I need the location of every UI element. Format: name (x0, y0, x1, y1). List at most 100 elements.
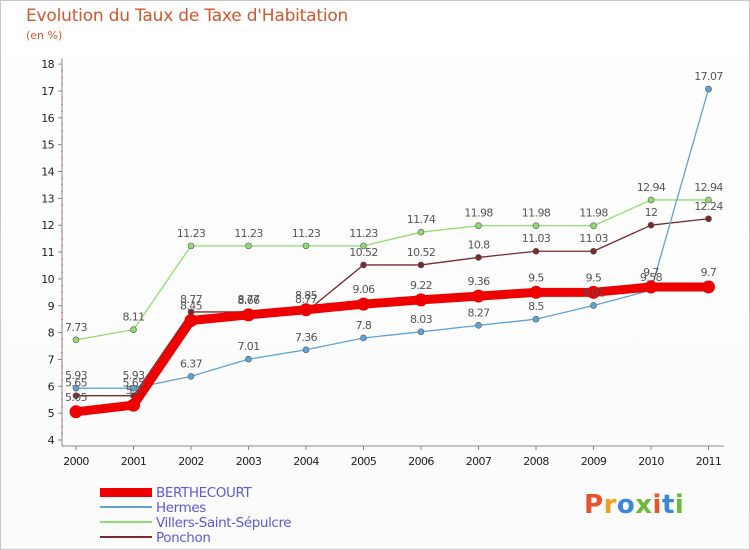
data-point-ponchon (705, 215, 712, 223)
y-minor-dot (61, 123, 63, 126)
data-label-ponchon: 8.77 (295, 293, 318, 306)
x-tick-label: 2010 (638, 455, 664, 468)
legend-label: Villers-Saint-Sépulcre (156, 515, 292, 531)
y-minor-dot (61, 264, 63, 267)
y-tick-label: 9 (48, 300, 55, 313)
y-unit-label: (en %) (26, 29, 63, 42)
data-point-ponchon (532, 247, 540, 255)
data-label-villers-saint-s-pulcre: 12.94 (694, 181, 723, 194)
data-label-ponchon: 8.77 (180, 293, 203, 306)
data-point-hermes (245, 355, 252, 363)
y-minor-dot (61, 103, 63, 106)
y-tick-label: 8 (48, 327, 55, 340)
data-point-berthecourt (472, 289, 485, 303)
data-label-hermes: 8.27 (467, 306, 490, 319)
x-tick-label: 2007 (466, 455, 492, 468)
logo-letter: i (652, 490, 662, 520)
data-point-berthecourt (587, 285, 600, 299)
y-tick-label: 17 (41, 85, 54, 98)
data-label-berthecourt: 8.66 (237, 294, 260, 307)
data-point-villers-saint-s-pulcre (187, 242, 195, 250)
y-minor-dot (61, 405, 63, 408)
y-minor-dot (61, 237, 63, 240)
y-minor-dot (61, 392, 63, 394)
data-label-villers-saint-s-pulcre: 11.23 (177, 227, 206, 240)
y-minor-dot (61, 398, 63, 401)
data-label-hermes: 5.93 (65, 369, 88, 382)
y-tick-label: 16 (41, 112, 54, 125)
data-label-berthecourt: 8.45 (180, 300, 203, 313)
y-minor-dot (61, 157, 63, 159)
data-point-berthecourt (414, 293, 428, 307)
data-label-ponchon: 12.24 (694, 200, 723, 213)
data-point-ponchon (72, 392, 80, 399)
data-point-berthecourt (242, 308, 255, 322)
x-tick-label: 2004 (293, 455, 319, 468)
data-point-hermes (590, 302, 597, 309)
x-tick-label: 2006 (408, 455, 434, 468)
data-label-villers-saint-s-pulcre: 11.23 (349, 227, 378, 240)
data-label-hermes: 8.03 (410, 313, 433, 326)
series-line-berthecourt (71, 282, 713, 417)
data-point-berthecourt (184, 314, 198, 328)
logo-letter: o (616, 490, 636, 520)
data-point-ponchon (417, 261, 425, 269)
y-minor-dot (61, 190, 63, 193)
data-label-ponchon: 8.77 (237, 293, 260, 306)
y-minor-dot (61, 163, 63, 166)
legend-swatch (100, 506, 152, 508)
data-label-ponchon: 10.52 (407, 246, 436, 259)
data-label-ponchon: 10.52 (349, 246, 378, 259)
data-label-villers-saint-s-pulcre: 11.98 (464, 207, 493, 220)
y-minor-dot (61, 76, 63, 79)
data-label-berthecourt: 9.36 (467, 275, 490, 288)
y-minor-dot (61, 318, 63, 320)
data-label-villers-saint-s-pulcre: 12.94 (637, 181, 666, 194)
data-label-ponchon: 10.8 (467, 238, 490, 251)
series-line-ponchon (75, 218, 710, 397)
data-point-berthecourt (529, 285, 543, 299)
legend-label: Hermes (156, 500, 206, 516)
y-tick-label: 14 (41, 166, 54, 179)
data-point-villers-saint-s-pulcre (302, 242, 310, 250)
y-tick-label: 12 (41, 219, 54, 232)
legend-label: Ponchon (156, 530, 211, 546)
y-tick-label: 13 (41, 192, 54, 205)
y-minor-dot (61, 378, 63, 381)
legend-swatch (100, 536, 152, 538)
data-point-villers-saint-s-pulcre (360, 242, 367, 250)
chart-title: Evolution du Taux de Taxe d'Habitation (26, 6, 349, 26)
data-label-hermes: 9.58 (640, 271, 663, 284)
data-label-berthecourt: 5.05 (65, 391, 88, 404)
y-minor-dot (61, 244, 63, 247)
data-point-villers-saint-s-pulcre (647, 196, 655, 204)
y-tick-label: 10 (41, 273, 54, 286)
x-tick-label: 2001 (121, 455, 147, 468)
data-label-berthecourt: 9.7 (701, 266, 717, 279)
data-label-berthecourt: 8.85 (295, 289, 318, 302)
y-minor-dot (61, 96, 63, 99)
y-minor-dot (61, 338, 63, 341)
legend-swatch (100, 521, 152, 523)
y-minor-dot (61, 351, 63, 354)
data-point-villers-saint-s-pulcre (130, 326, 137, 333)
data-label-hermes: 8.5 (528, 300, 544, 313)
data-label-berthecourt: 9.06 (352, 283, 375, 296)
y-tick-label: 6 (48, 380, 55, 393)
x-tick-label: 2009 (581, 455, 607, 468)
y-minor-dot (61, 425, 63, 428)
y-minor-dot (61, 365, 63, 367)
y-minor-dot (61, 298, 63, 300)
data-point-hermes (532, 315, 540, 323)
data-point-villers-saint-s-pulcre (245, 242, 252, 250)
data-point-berthecourt (127, 398, 140, 412)
data-point-ponchon (475, 254, 482, 261)
data-label-villers-saint-s-pulcre: 11.98 (579, 207, 608, 220)
y-tick-label: 18 (41, 58, 54, 71)
data-point-villers-saint-s-pulcre (705, 196, 712, 204)
y-minor-dot (61, 419, 63, 421)
y-tick-label: 15 (41, 139, 54, 152)
data-label-villers-saint-s-pulcre: 8.11 (122, 311, 144, 324)
data-label-ponchon: 11.03 (579, 232, 608, 245)
